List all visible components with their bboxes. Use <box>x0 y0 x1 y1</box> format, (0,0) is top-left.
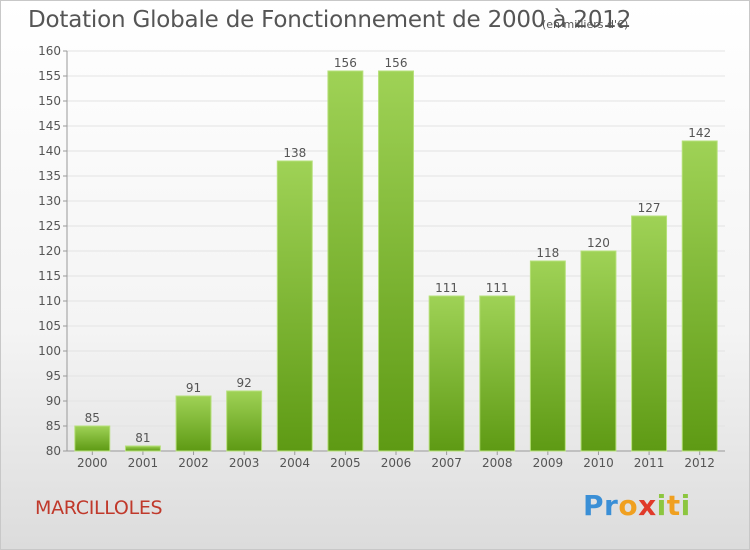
y-tick-label: 115 <box>38 269 61 283</box>
y-tick-label: 95 <box>46 369 61 383</box>
logo-letter: i <box>680 489 691 522</box>
data-label: 91 <box>186 381 201 395</box>
data-label: 85 <box>85 411 100 425</box>
bar-2005 <box>327 70 364 452</box>
x-tick-label: 2005 <box>330 456 361 470</box>
data-label: 92 <box>237 376 252 390</box>
x-tick-label: 2009 <box>533 456 564 470</box>
y-tick-label: 155 <box>38 69 61 83</box>
x-tick-label: 2010 <box>583 456 614 470</box>
proxiti-logo[interactable]: Proxiti <box>583 489 691 522</box>
data-label: 118 <box>536 246 559 260</box>
logo-letter: P <box>583 489 605 522</box>
bar-2001 <box>124 445 161 452</box>
x-tick-label: 2004 <box>279 456 310 470</box>
y-tick-label: 80 <box>46 444 61 458</box>
x-tick-label: 2007 <box>431 456 462 470</box>
logo-letter: i <box>656 489 667 522</box>
x-tick-label: 2003 <box>229 456 260 470</box>
y-tick-label: 130 <box>38 194 61 208</box>
bar-2002 <box>175 395 212 452</box>
y-tick-label: 160 <box>38 44 61 58</box>
y-tick-label: 125 <box>38 219 61 233</box>
y-tick-label: 105 <box>38 319 61 333</box>
bar-2010 <box>580 250 617 452</box>
commune-name: MARCILLOLES <box>35 497 163 519</box>
bar-2004 <box>276 160 313 452</box>
data-label: 111 <box>435 281 458 295</box>
y-tick-label: 90 <box>46 394 61 408</box>
data-label: 142 <box>688 126 711 140</box>
x-tick-label: 2002 <box>178 456 209 470</box>
bars-layer <box>74 70 718 452</box>
data-label: 138 <box>283 146 306 160</box>
data-label: 111 <box>486 281 509 295</box>
bar-2007 <box>428 295 465 452</box>
y-tick-label: 120 <box>38 244 61 258</box>
y-tick-label: 145 <box>38 119 61 133</box>
bar-2012 <box>681 140 718 452</box>
bar-2000 <box>74 425 111 452</box>
labels-layer: 85 81 91 92 138 156 156 111 111 118 120 127 142 <box>85 56 711 445</box>
logo-letter: r <box>604 489 619 522</box>
y-tick-label: 150 <box>38 94 61 108</box>
x-tick-label: 2006 <box>381 456 412 470</box>
bar-2006 <box>378 70 414 452</box>
x-tick-label: 2001 <box>128 456 159 470</box>
logo-letter: x <box>638 489 657 522</box>
x-tick-label: 2012 <box>684 456 715 470</box>
y-tick-label: 85 <box>46 419 61 433</box>
y-tick-label: 110 <box>38 294 61 308</box>
y-tick-label: 135 <box>38 169 61 183</box>
logo-letter: t <box>666 489 681 522</box>
chart-subtitle: (en milliers d'€) <box>542 18 629 31</box>
data-label: 81 <box>135 431 150 445</box>
data-label: 127 <box>638 201 661 215</box>
bar-2008 <box>479 295 516 452</box>
y-tick-label: 100 <box>38 344 61 358</box>
data-label: 120 <box>587 236 610 250</box>
chart-title: Dotation Globale de Fonctionnement de 20… <box>28 7 632 33</box>
x-tick-label: 2011 <box>634 456 665 470</box>
y-tick-label: 140 <box>38 144 61 158</box>
data-label: 156 <box>334 56 357 70</box>
data-label: 156 <box>385 56 408 70</box>
x-tick-label: 2000 <box>77 456 108 470</box>
bar-2009 <box>529 260 566 452</box>
bar-2011 <box>631 215 668 452</box>
logo-letter: o <box>618 489 639 522</box>
bar-2003 <box>226 390 263 452</box>
x-tick-label: 2008 <box>482 456 513 470</box>
